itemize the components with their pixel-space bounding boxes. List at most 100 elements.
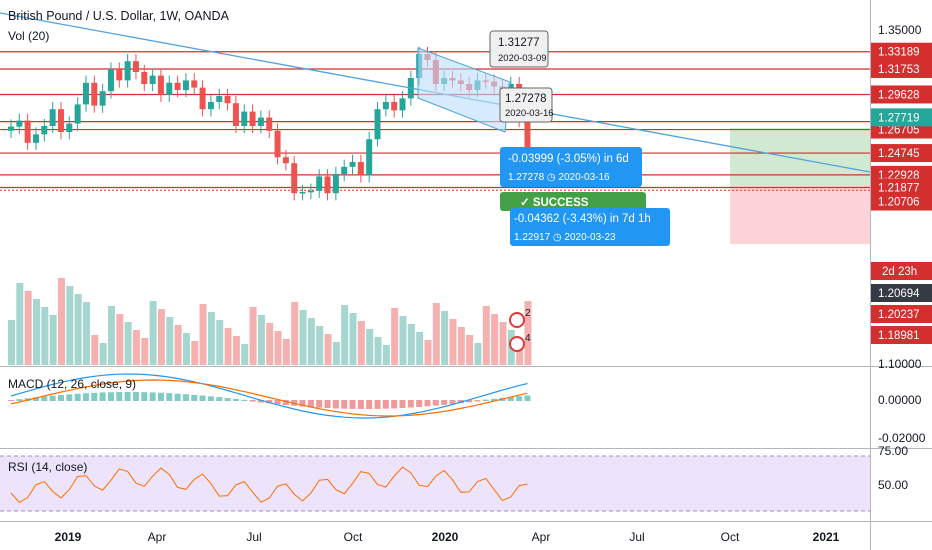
volume-bar: [391, 308, 399, 365]
time-tick: Jul: [629, 530, 644, 544]
time-tick: 2019: [55, 530, 82, 544]
rsi-band: [0, 456, 870, 511]
candle: [316, 176, 323, 191]
candle: [91, 82, 98, 106]
volume-bar: [291, 302, 299, 365]
volume-bar: [357, 321, 365, 365]
level-price-label: 1.31753: [878, 64, 920, 76]
volume-bar: [182, 333, 190, 365]
target-price-label-bg: [871, 108, 932, 127]
macd-histogram-bar: [274, 400, 281, 405]
macd-line: [10, 373, 528, 419]
macd-histogram-bar: [49, 395, 56, 401]
candle: [241, 111, 248, 126]
candle: [74, 104, 81, 124]
volume-bar: [57, 278, 65, 365]
volume-bar: [82, 302, 90, 365]
macd-histogram-bar: [307, 400, 314, 408]
macd-histogram-bar: [241, 399, 248, 401]
macd-histogram-bar: [324, 400, 331, 409]
volume-bar: [116, 314, 124, 365]
macd-histogram-bar: [316, 400, 323, 408]
measure-callout-bg: [510, 208, 670, 246]
macd-histogram-bar: [416, 400, 423, 407]
macd-histogram-bar: [399, 400, 406, 408]
macd-histogram-bar: [157, 392, 164, 401]
macd-histogram-bar: [107, 392, 114, 401]
measure-price: 1.27278 ◷ 2020-03-16: [508, 172, 610, 183]
volume-bar: [32, 299, 40, 365]
volume-label: Vol (20): [8, 29, 50, 43]
volume-bar: [99, 343, 107, 365]
candle: [274, 130, 281, 158]
volume-bar: [307, 318, 315, 365]
macd-histogram-bar: [16, 399, 23, 401]
macd-histogram-bar: [257, 400, 264, 403]
macd-histogram-bar: [424, 400, 431, 407]
volume-bar: [8, 320, 15, 365]
target-zone: [730, 128, 870, 185]
time-tick: Jul: [246, 530, 261, 544]
time-tick: Apr: [532, 530, 551, 544]
candle: [374, 109, 381, 140]
price-tick: 1.35000: [878, 23, 922, 37]
price-callout-bg: [499, 87, 553, 123]
volume-bar: [449, 319, 457, 365]
volume-bar: [141, 338, 149, 365]
countdown-bg: [871, 262, 932, 280]
volume-bar: [174, 325, 182, 365]
candle: [157, 75, 164, 95]
volume-bar: [349, 313, 357, 365]
level-price-label-bg: [871, 59, 932, 78]
measure-price: 1.22917 ◷ 2020-03-23: [514, 232, 616, 243]
candle: [149, 75, 156, 84]
macd-histogram-bar: [282, 400, 289, 406]
macd-histogram-bar: [224, 397, 231, 401]
volume-bar: [157, 309, 165, 365]
candle: [299, 192, 306, 194]
candle: [82, 82, 89, 105]
volume-bar: [266, 323, 274, 365]
volume-bar: [224, 328, 232, 365]
macd-histogram-bar: [482, 399, 489, 401]
volume-bar: [41, 307, 49, 365]
candle: [16, 120, 23, 127]
volume-bar: [282, 339, 290, 365]
macd-histogram-bar: [91, 392, 98, 401]
macd-histogram-bar: [66, 394, 73, 401]
macd-histogram-bar: [99, 392, 106, 401]
candle: [349, 162, 356, 167]
candle: [57, 109, 64, 132]
candle: [141, 72, 148, 84]
volume-bar: [216, 320, 224, 365]
macd-histogram-bar: [366, 400, 373, 409]
current-price-label: 1.20694: [878, 288, 920, 300]
macd-histogram-bar: [216, 397, 223, 401]
chart-title: British Pound / U.S. Dollar, 1W, OANDA: [8, 9, 229, 23]
callout-date: 2020-03-09: [498, 53, 547, 64]
macd-histogram-bar: [132, 392, 139, 401]
extra-price-label: 1.18981: [878, 330, 920, 342]
candle: [32, 134, 39, 143]
macd-histogram-bar: [332, 400, 339, 409]
candle: [382, 102, 389, 110]
volume-bar: [482, 306, 490, 365]
macd-histogram-bar: [182, 394, 189, 401]
volume-bar: [49, 315, 57, 365]
macd-tick: -0.02000: [878, 431, 926, 445]
candle: [282, 157, 289, 164]
volume-bar: [199, 304, 207, 365]
volume-bar: [66, 286, 74, 365]
candle: [116, 69, 123, 81]
level-price-label-bg: [871, 85, 932, 104]
volume-bar: [324, 334, 332, 365]
time-tick: 2021: [813, 530, 840, 544]
macd-histogram-bar: [432, 400, 439, 406]
macd-histogram-bar: [32, 397, 39, 401]
measure-change: -0.03999 (-3.05%) in 6d: [508, 153, 629, 165]
uk-flag-icon: [509, 312, 525, 328]
rsi-tick: 50.00: [878, 478, 908, 492]
channel-shape: [417, 47, 511, 133]
rsi-label: RSI (14, close): [8, 460, 88, 474]
